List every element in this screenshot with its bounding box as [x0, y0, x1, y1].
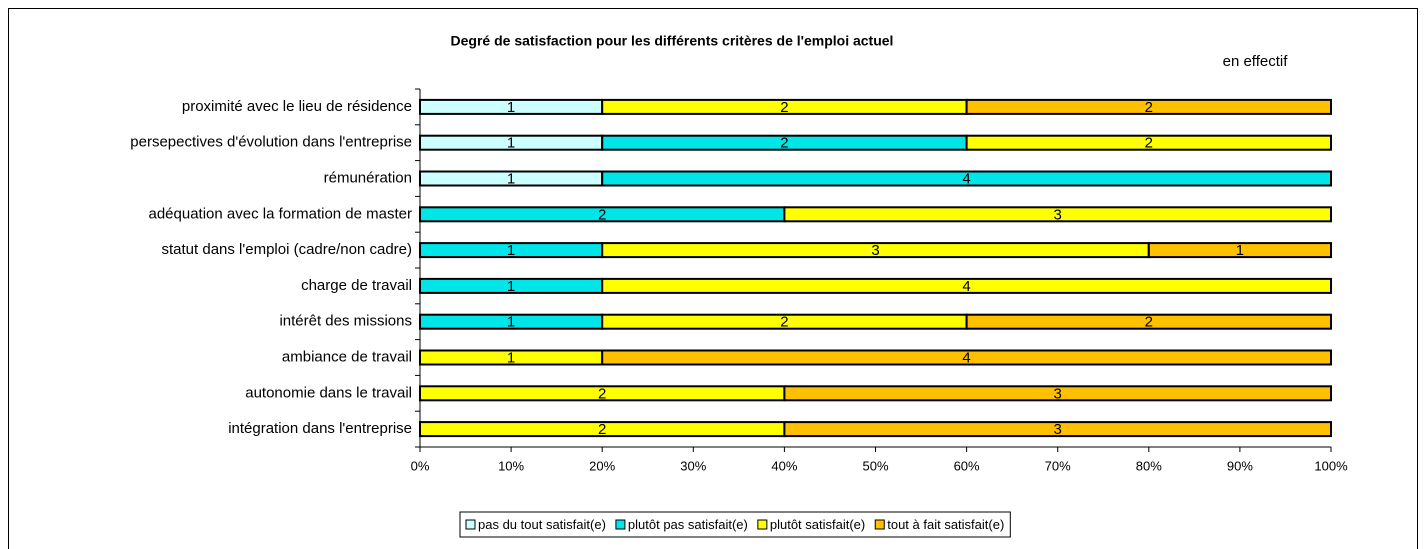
data-label: 2: [598, 206, 606, 223]
data-label: 1: [507, 99, 515, 116]
chart-subtitle: en effectif: [1223, 53, 1289, 70]
bar-segment: [783, 421, 1332, 438]
y-tick-label: rémunération: [324, 169, 412, 186]
bar-segment: [601, 349, 1332, 366]
y-tick-label: adéquation avec la formation de master: [149, 205, 413, 222]
data-label: 2: [1145, 314, 1153, 331]
x-tick-label: 30%: [680, 458, 706, 473]
data-label: 3: [1054, 206, 1062, 223]
x-tick-label: 90%: [1227, 458, 1253, 473]
data-label: 2: [780, 314, 788, 331]
bar-segment: [783, 385, 1332, 402]
bar-segment: [1147, 242, 1333, 259]
data-label: 1: [507, 135, 515, 152]
x-tick-label: 50%: [862, 458, 888, 473]
data-label: 1: [507, 170, 515, 187]
data-label: 1: [507, 278, 515, 295]
legend-swatch: [615, 519, 626, 530]
x-tick-label: 0%: [411, 458, 430, 473]
y-tick-label: persepectives d'évolution dans l'entrepr…: [130, 134, 412, 151]
data-label: 4: [962, 278, 970, 295]
data-label: 2: [780, 135, 788, 152]
data-label: 2: [598, 421, 606, 438]
bar-segment: [601, 170, 1332, 187]
y-tick-label: ambiance de travail: [282, 348, 412, 365]
legend-label: tout à fait satisfait(e): [887, 517, 1004, 532]
legend-swatch: [465, 519, 476, 530]
y-tick-label: intérêt des missions: [279, 313, 412, 330]
y-tick-label: proximité avec le lieu de résidence: [182, 98, 412, 115]
bar-segment: [783, 206, 1332, 223]
legend-swatch: [874, 519, 885, 530]
legend-label: plutôt satisfait(e): [770, 517, 865, 532]
x-tick-label: 10%: [498, 458, 524, 473]
data-label: 4: [962, 349, 970, 366]
data-label: 2: [780, 99, 788, 116]
bar-segment: [965, 98, 1332, 115]
y-tick-label: autonomie dans le travail: [245, 384, 412, 401]
x-tick-label: 20%: [589, 458, 615, 473]
data-label: 3: [871, 242, 879, 259]
legend-box: [459, 511, 1011, 538]
bar-segment: [965, 313, 1332, 330]
data-label: 1: [507, 314, 515, 331]
data-label: 3: [1054, 385, 1062, 402]
x-tick-label: 60%: [954, 458, 980, 473]
chart-title: Degré de satisfaction pour les différent…: [451, 33, 894, 49]
legend-label: pas du tout satisfait(e): [478, 517, 606, 532]
y-tick-label: statut dans l'emploi (cadre/non cadre): [162, 241, 413, 258]
y-tick-label: charge de travail: [301, 277, 412, 294]
x-tick-label: 70%: [1045, 458, 1071, 473]
x-tick-label: 80%: [1136, 458, 1162, 473]
data-label: 3: [1054, 421, 1062, 438]
data-label: 2: [1145, 99, 1153, 116]
data-label: 1: [507, 242, 515, 259]
x-tick-label: 40%: [771, 458, 797, 473]
data-label: 1: [1236, 242, 1244, 259]
y-tick-label: intégration dans l'entreprise: [228, 420, 412, 437]
data-label: 2: [598, 385, 606, 402]
legend-swatch: [757, 519, 768, 530]
legend-label: plutôt pas satisfait(e): [628, 517, 748, 532]
data-label: 1: [507, 349, 515, 366]
data-label: 2: [1145, 135, 1153, 152]
data-label: 4: [962, 170, 970, 187]
x-tick-label: 100%: [1314, 458, 1348, 473]
bar-segment: [965, 134, 1332, 151]
bar-segment: [601, 277, 1332, 294]
